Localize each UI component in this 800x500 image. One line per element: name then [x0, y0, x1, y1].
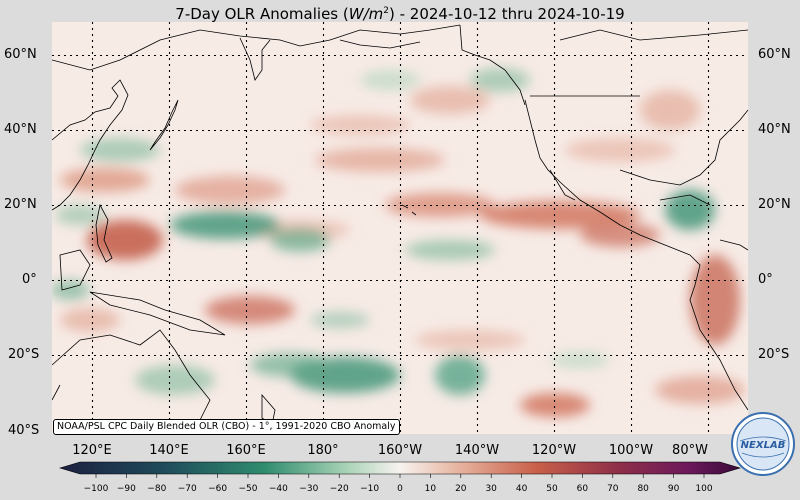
anomaly-field [52, 68, 745, 417]
lon-label: 120°W [531, 443, 577, 458]
lat-label-left: 40°N [4, 122, 37, 137]
lat-label-left: 20°S [8, 347, 40, 362]
lat-label-right: 0° [758, 272, 773, 287]
colorbar-tick-label: 30 [485, 484, 497, 494]
colorbar-gradient [58, 461, 742, 475]
colorbar-tick-label: 70 [607, 484, 619, 494]
colorbar-tick-label: 10 [424, 484, 437, 494]
lon-label: 100°W [608, 443, 654, 458]
colorbar-tick-label: 50 [546, 484, 558, 494]
colorbar-tick-label: −30 [299, 484, 319, 494]
colorbar-tick-label: 60 [576, 484, 589, 494]
lat-label-right: 20°S [758, 347, 790, 362]
colorbar-tick-label: −10 [360, 484, 380, 494]
colorbar-tick-label: 20 [455, 484, 467, 494]
colorbar-tick-label: 0 [397, 484, 403, 494]
colorbar-tick-label: −20 [329, 484, 349, 494]
colorbar-tick-label: −90 [116, 484, 136, 494]
colorbar-tick-label: −80 [147, 484, 167, 494]
colorbar-ticks [95, 474, 705, 478]
source-note: NOAA/PSL CPC Daily Blended OLR (CBO) - 1… [53, 419, 400, 435]
colorbar-tick-label: −70 [177, 484, 197, 494]
colorbar-tick-label: −50 [238, 484, 258, 494]
colorbar-tick-label: 100 [695, 484, 713, 494]
lon-label: 80°W [672, 443, 708, 458]
colorbar-tick-label: −40 [268, 484, 288, 494]
lat-label-right: 60°N [758, 47, 791, 62]
colorbar [58, 461, 742, 478]
lon-label: 140°E [149, 443, 189, 458]
lat-label-right: 40°N [758, 122, 791, 137]
lat-label-left: 0° [22, 272, 37, 287]
colorbar-tick-label: 90 [667, 484, 680, 494]
lon-label: 140°W [454, 443, 500, 458]
lon-label: 180° [307, 443, 339, 458]
lon-label: 120°E [72, 443, 112, 458]
colorbar-tick-label: 40 [515, 484, 528, 494]
lon-label: 160°W [377, 443, 423, 458]
lat-label-left: 40°S [8, 423, 40, 438]
graticule [52, 22, 748, 434]
logo-text: NEXLAB [741, 440, 786, 451]
colorbar-tick-label: −100 [83, 484, 109, 494]
lat-label-left: 20°N [4, 197, 37, 212]
lat-label-left: 60°N [4, 47, 37, 62]
lat-label-right: 20°N [758, 197, 791, 212]
lon-label: 160°E [226, 443, 266, 458]
nexlab-logo: NEXLAB [731, 412, 795, 476]
figure-title: 7-Day OLR Anomalies (W/m2) - 2024-10-12 … [175, 5, 625, 23]
colorbar-tick-label: 80 [637, 484, 649, 494]
colorbar-tick-label: −60 [208, 484, 228, 494]
